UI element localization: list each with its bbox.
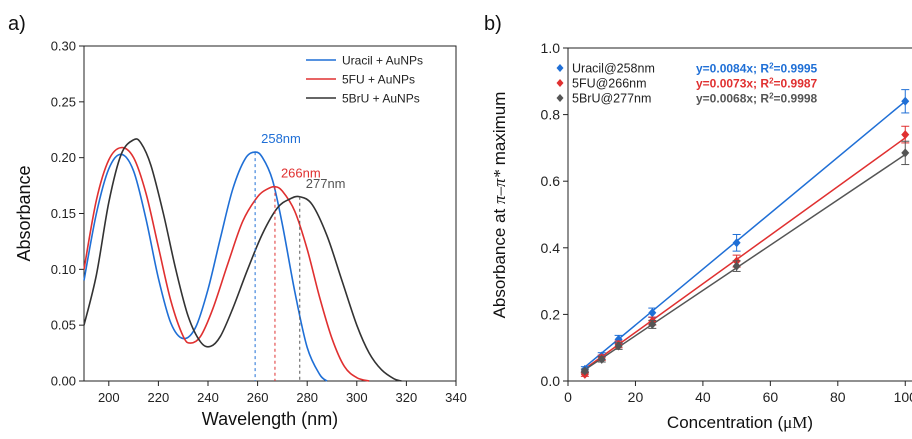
legend-marker (556, 64, 564, 72)
fit-r2-superscript: 2 (769, 61, 774, 70)
legend-label: 5BrU@277nm (572, 92, 651, 106)
legend-label: 5BrU + AuNPs (342, 92, 420, 106)
fit-r2-value: =0.9998 (774, 92, 818, 106)
x-tick-label: 80 (830, 389, 846, 405)
data-point (732, 238, 741, 248)
y-tick-label: 0.4 (541, 240, 561, 256)
legend-marker (556, 94, 564, 102)
x-tick-label: 240 (197, 390, 219, 405)
fit-equation-main: y=0.0068x; R (696, 92, 769, 106)
data-point (901, 130, 910, 140)
y-tick-label: 0.0 (541, 373, 561, 389)
y-axis-label-pi: π–π* (490, 170, 509, 205)
legend-label: Uracil@258nm (572, 62, 655, 76)
data-point (597, 354, 606, 364)
y-tick-label: 1.0 (541, 40, 561, 56)
data-point (648, 308, 657, 318)
fit-equation-main: y=0.0084x; R (696, 62, 769, 76)
x-tick-label: 220 (148, 390, 170, 405)
series-line-1 (83, 151, 328, 382)
panel-label-a: a) (8, 13, 26, 35)
data-point (901, 96, 910, 106)
x-axis-label: Concentration (μM) (667, 413, 813, 432)
y-tick-label: 0.2 (541, 306, 561, 322)
y-axis-label-suffix: maximum (490, 92, 509, 170)
peak-annotation: 277nm (306, 176, 346, 191)
data-point (732, 261, 741, 271)
fit-line-3 (581, 153, 906, 373)
fit-equation: y=0.0068x; R2=0.9998 (696, 91, 818, 106)
data-point (648, 319, 657, 329)
y-tick-label: 0.25 (51, 94, 76, 109)
series-line-2 (83, 146, 370, 382)
panel-label-b: b) (484, 13, 502, 35)
fit-line-2 (581, 137, 906, 372)
plot-frame (567, 47, 912, 382)
data-point (614, 334, 623, 344)
fit-equation: y=0.0073x; R2=0.9987 (696, 76, 818, 91)
y-tick-label: 0.10 (51, 262, 76, 277)
legend-label: 5FU@266nm (572, 77, 647, 91)
fit-line-1 (581, 100, 906, 371)
x-axis-label: Wavelength (nm) (202, 409, 338, 429)
x-tick-label: 100 (894, 389, 912, 405)
x-axis-unit: μM (783, 413, 807, 432)
x-tick-label: 340 (445, 390, 467, 405)
panel-a: a) 200 220 240 260 280 300 320 340 0.00 0.05 0.10 0.… (8, 13, 467, 429)
legend-label: 5FU + AuNPs (342, 73, 415, 87)
x-tick-label: 280 (296, 390, 318, 405)
x-tick-label: 0 (564, 389, 572, 405)
x-tick-label: 60 (763, 389, 779, 405)
x-axis-label-close: ) (807, 413, 813, 432)
y-tick-label: 0.15 (51, 206, 76, 221)
y-tick-label: 0.00 (51, 374, 76, 389)
series-line-3 (83, 138, 402, 382)
panel-b: b) 0 20 40 60 80 100 0.0 0.2 0.4 0.6 0.8 1.0 Concentr… (484, 13, 912, 432)
fit-equation: y=0.0084x; R2=0.9995 (696, 61, 818, 76)
y-tick-label: 0.30 (51, 39, 76, 54)
fit-r2-value: =0.9987 (774, 77, 818, 91)
y-axis-label: Absorbance at π–π* maximum (490, 92, 509, 319)
x-tick-label: 320 (396, 390, 418, 405)
y-tick-label: 0.6 (541, 173, 561, 189)
legend-label: Uracil + AuNPs (342, 54, 423, 68)
y-tick-label: 0.8 (541, 107, 561, 123)
x-tick-label: 300 (346, 390, 368, 405)
x-tick-label: 200 (98, 390, 120, 405)
data-point (580, 366, 589, 376)
peak-annotation: 266nm (281, 166, 321, 181)
x-tick-label: 40 (695, 389, 711, 405)
data-point (614, 341, 623, 351)
legend-marker (556, 79, 564, 87)
y-tick-label: 0.20 (51, 150, 76, 165)
x-tick-label: 20 (628, 389, 644, 405)
fit-r2-superscript: 2 (769, 91, 774, 100)
fit-equation-main: y=0.0073x; R (696, 77, 769, 91)
y-axis-label-prefix: Absorbance at (490, 204, 509, 318)
fit-r2-value: =0.9995 (774, 62, 818, 76)
y-tick-label: 0.05 (51, 318, 76, 333)
peak-annotation: 258nm (261, 131, 301, 146)
x-axis-label-text: Concentration ( (667, 413, 784, 432)
x-tick-label: 260 (247, 390, 269, 405)
y-axis-label: Absorbance (14, 165, 34, 261)
data-point (901, 148, 910, 158)
fit-r2-superscript: 2 (769, 76, 774, 85)
